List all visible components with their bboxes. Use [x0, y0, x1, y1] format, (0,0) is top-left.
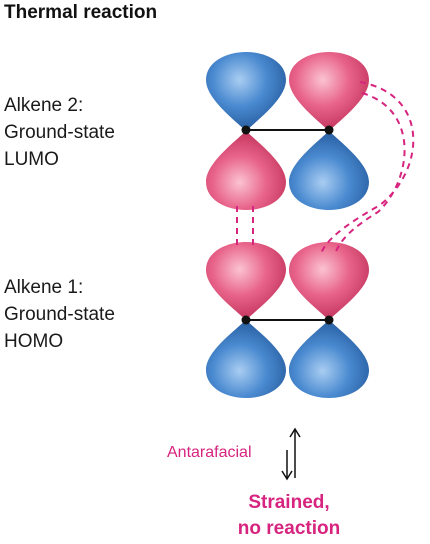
alkene-1-right-atom — [324, 315, 334, 325]
alkene-1-orbital: HOMO — [4, 331, 64, 352]
outcome-line-2: no reaction — [237, 518, 341, 539]
alkene-1-left-top-lobe — [206, 242, 286, 320]
antarafacial-overlap-curve-2 — [334, 92, 406, 255]
alkene-2-name: Alkene 2: — [4, 95, 84, 116]
alkene-2-left-bottom-lobe — [206, 131, 286, 210]
alkene-2-label: Alkene 2: Ground-state LUMO — [4, 92, 115, 173]
alkene-2-left-atom — [241, 125, 251, 135]
alkene-2-left-top-lobe — [206, 52, 286, 131]
alkene-1-label: Alkene 1: Ground-state HOMO — [4, 274, 115, 355]
down-arrow-head — [281, 470, 293, 481]
reaction-outcome: Strained, no reaction — [207, 490, 371, 542]
alkene-1-right-bottom-lobe — [289, 320, 369, 398]
alkene-1-right-top-lobe — [289, 242, 369, 320]
alkene-2-orbital: LUMO — [4, 149, 59, 170]
outcome-line-1: Strained, — [248, 492, 330, 513]
alkene-2-right-top-lobe — [289, 52, 369, 131]
antarafacial-label: Antarafacial — [167, 444, 252, 461]
equilibrium-arrows — [281, 427, 301, 481]
alkene-1-state: Ground-state — [4, 304, 115, 325]
alkene-1-name: Alkene 1: — [4, 277, 84, 298]
alkene-1-left-bottom-lobe — [206, 320, 286, 398]
up-arrow-head — [289, 427, 301, 438]
alkene-2-right-atom — [324, 125, 334, 135]
diagram-title: Thermal reaction — [4, 2, 158, 23]
alkene-1-orbitals — [206, 242, 369, 398]
alkene-2-right-bottom-lobe — [289, 131, 369, 210]
alkene-2-state: Ground-state — [4, 122, 115, 143]
overlap-lines — [236, 81, 415, 257]
alkene-2-orbitals — [206, 52, 369, 210]
alkene-1-left-atom — [241, 315, 251, 325]
